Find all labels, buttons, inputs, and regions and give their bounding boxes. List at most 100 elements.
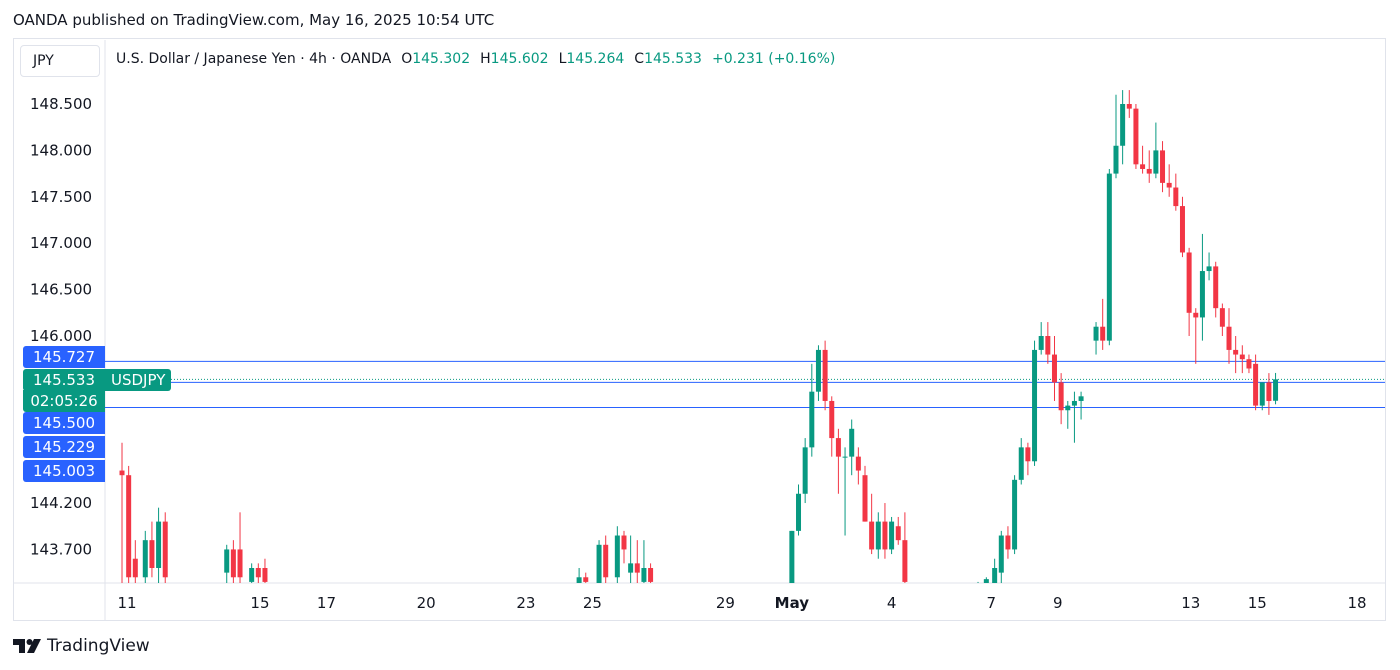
candle-body bbox=[1126, 104, 1132, 109]
candle-body bbox=[815, 349, 821, 392]
legend-close-value: 145.533 bbox=[644, 51, 702, 67]
x-tick-label: 25 bbox=[583, 594, 602, 612]
candle-body bbox=[1012, 479, 1018, 550]
candle-body bbox=[149, 540, 155, 568]
x-tick-label: 13 bbox=[1181, 594, 1200, 612]
candle-body bbox=[641, 568, 647, 582]
y-tick-label: 147.000 bbox=[30, 234, 92, 252]
y-tick-label: 148.500 bbox=[30, 95, 92, 113]
candle-body bbox=[835, 438, 841, 457]
candle-body bbox=[796, 493, 802, 531]
candle-body bbox=[1160, 150, 1166, 183]
candle-body bbox=[576, 577, 582, 583]
tradingview-logo-icon bbox=[13, 639, 41, 653]
candle-body bbox=[1253, 363, 1259, 406]
candle-body bbox=[1186, 252, 1192, 313]
legend-low-value: 145.264 bbox=[566, 51, 625, 67]
candle-body bbox=[1226, 326, 1232, 350]
candle-body bbox=[1219, 308, 1225, 327]
candle-body bbox=[1018, 447, 1024, 480]
candle-body bbox=[1246, 359, 1252, 369]
candle-body bbox=[162, 521, 168, 578]
candle-body bbox=[237, 549, 243, 578]
candle-body bbox=[230, 549, 236, 578]
candle-body bbox=[1146, 168, 1152, 174]
price-tag-level-2: 145.500 bbox=[23, 412, 105, 434]
x-tick-label: 11 bbox=[117, 594, 136, 612]
candle-body bbox=[822, 349, 828, 401]
symbol-search-box[interactable]: JPY bbox=[20, 45, 100, 77]
candle-body bbox=[224, 549, 230, 573]
candle-body bbox=[1166, 182, 1172, 188]
candle-body bbox=[255, 568, 261, 578]
legend-open-value: 145.302 bbox=[412, 51, 471, 67]
legend-high-value: 145.602 bbox=[490, 51, 549, 67]
candle-body bbox=[1140, 164, 1146, 169]
price-tag-countdown: 02:05:26 bbox=[23, 390, 105, 412]
candle-body bbox=[983, 579, 989, 583]
candle-body bbox=[1025, 447, 1031, 462]
candle-body bbox=[1173, 187, 1179, 207]
candle-body bbox=[1106, 173, 1112, 341]
candle-body bbox=[1199, 271, 1205, 318]
chart-frame bbox=[13, 38, 1386, 621]
candle-body bbox=[992, 568, 998, 583]
candle-body bbox=[1093, 326, 1099, 341]
candle-body bbox=[1058, 382, 1064, 411]
price-tag-level-1: 145.727 bbox=[23, 346, 105, 368]
symbol-price-label: USDJPY bbox=[105, 369, 172, 391]
y-tick-label: 143.700 bbox=[30, 540, 92, 558]
legend-change: +0.231 (+0.16%) bbox=[711, 51, 836, 67]
candle-body bbox=[889, 521, 895, 550]
candle-body bbox=[809, 391, 815, 448]
candle-body bbox=[621, 535, 627, 550]
candle-body bbox=[1233, 349, 1239, 355]
x-tick-label: 15 bbox=[1248, 594, 1267, 612]
candle-body bbox=[1045, 336, 1051, 355]
legend-open-label: O bbox=[401, 51, 413, 67]
y-tick-label: 144.200 bbox=[30, 494, 92, 512]
candle-body bbox=[976, 585, 981, 587]
candle-body bbox=[862, 475, 868, 522]
tradingview-logo[interactable]: TradingView bbox=[13, 636, 150, 656]
candle-body bbox=[249, 568, 255, 582]
legend-high-label: H bbox=[480, 51, 491, 67]
candle-body bbox=[1179, 206, 1185, 253]
x-tick-label: May bbox=[775, 594, 810, 612]
price-tag-current: 145.533 bbox=[23, 369, 105, 391]
candle-body bbox=[1065, 405, 1071, 411]
candle-body bbox=[875, 521, 881, 550]
candle-body bbox=[262, 568, 268, 582]
candle-body bbox=[1005, 535, 1011, 550]
candle-body bbox=[614, 535, 620, 578]
y-tick-label: 146.500 bbox=[30, 281, 92, 299]
candle-body bbox=[1193, 312, 1199, 318]
candle-body bbox=[1032, 349, 1038, 462]
candle-body bbox=[603, 544, 609, 578]
candle-body bbox=[1078, 396, 1084, 401]
candle-body bbox=[855, 456, 861, 471]
candle-body bbox=[1266, 382, 1272, 401]
candle-body bbox=[802, 447, 808, 494]
y-tick-label: 146.000 bbox=[30, 327, 92, 345]
candle-body bbox=[126, 475, 132, 578]
candle-body bbox=[882, 521, 888, 550]
candle-body bbox=[1071, 400, 1077, 406]
x-tick-label: 18 bbox=[1347, 594, 1366, 612]
price-tag-level-3: 145.229 bbox=[23, 436, 105, 458]
candle-body bbox=[1153, 150, 1159, 174]
candle-body bbox=[596, 544, 602, 583]
x-tick-label: 20 bbox=[417, 594, 436, 612]
publisher-line: OANDA published on TradingView.com, May … bbox=[13, 11, 495, 29]
candle-body bbox=[142, 540, 148, 578]
candle-body bbox=[1100, 326, 1106, 341]
x-tick-label: 17 bbox=[317, 594, 336, 612]
y-tick-label: 148.000 bbox=[30, 141, 92, 159]
candle-body bbox=[1213, 266, 1219, 309]
x-tick-label: 15 bbox=[250, 594, 269, 612]
x-tick-label: 9 bbox=[1053, 594, 1063, 612]
candle-body bbox=[789, 530, 795, 583]
candle-body bbox=[1259, 382, 1265, 406]
candle-body bbox=[869, 521, 875, 550]
